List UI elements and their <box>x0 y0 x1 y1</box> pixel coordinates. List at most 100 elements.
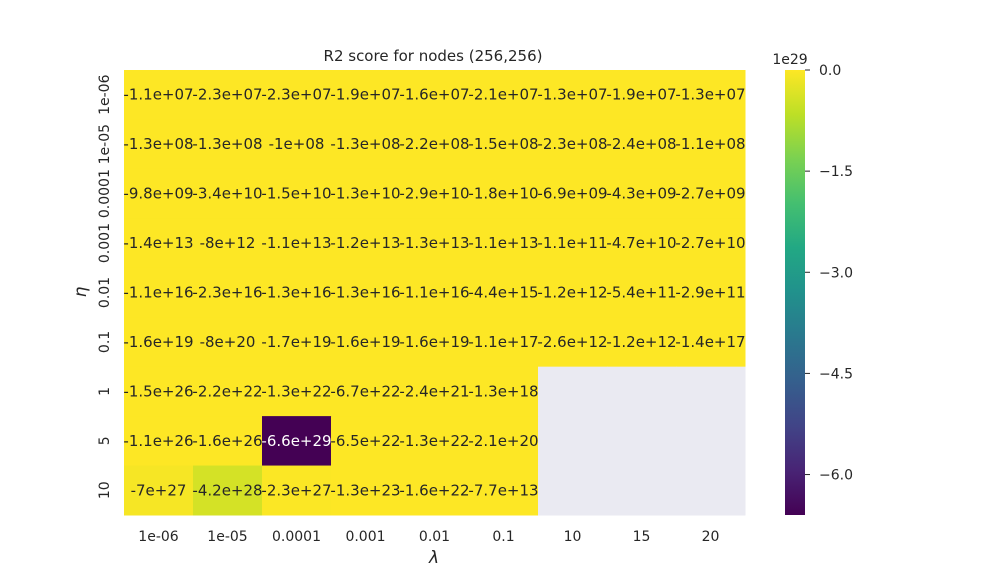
heatmap-cell <box>331 119 401 170</box>
heatmap-cell <box>538 465 608 516</box>
cell-annotation: -1.2e+12 <box>606 333 676 351</box>
cell-annotation: -9.8e+09 <box>123 185 193 203</box>
heatmap-cell <box>538 70 608 120</box>
heatmap-cell <box>607 119 677 170</box>
heatmap-cell <box>538 366 608 417</box>
heatmap-cell <box>124 119 194 170</box>
cell-annotation: -1.4e+17 <box>675 333 745 351</box>
colorbar-tick-label: −1.5 <box>819 164 853 180</box>
cell-annotation: -1.1e+11 <box>537 234 607 252</box>
x-tick-label: 0.1 <box>492 529 514 545</box>
heatmap-cells: -1.1e+07-2.3e+07-2.3e+07-1.9e+07-1.6e+07… <box>123 70 746 516</box>
cell-annotation: -1.5e+10 <box>261 185 331 203</box>
x-tick-label: 1e-06 <box>138 529 178 545</box>
cell-annotation: -2.2e+22 <box>192 382 262 400</box>
cell-annotation: -1.2e+13 <box>330 234 400 252</box>
cell-annotation: -1.3e+18 <box>468 382 538 400</box>
heatmap-cell <box>193 218 263 269</box>
y-tick-label: 0.01 <box>97 277 113 308</box>
x-tick-label: 1e-05 <box>207 529 247 545</box>
colorbar-tick-label: −6.0 <box>819 468 853 484</box>
colorbar-ticks: 0.0 −1.5 −3.0 −4.5 −6.0 <box>805 63 853 484</box>
heatmap-cell <box>124 317 194 368</box>
heatmap-cell <box>469 218 539 269</box>
heatmap-cell <box>262 317 332 368</box>
heatmap-cell <box>262 218 332 269</box>
y-tick-label: 0.1 <box>97 331 113 353</box>
cell-annotation: -2.1e+07 <box>468 86 538 104</box>
cell-annotation: -1.3e+16 <box>261 284 331 302</box>
y-axis-label: η <box>71 286 91 297</box>
cell-annotation: -1.3e+23 <box>330 481 400 499</box>
heatmap-cell <box>400 267 470 318</box>
heatmap-cell <box>193 119 263 170</box>
colorbar-tick-label: −3.0 <box>819 265 853 281</box>
cell-annotation: -1.3e+08 <box>123 135 193 153</box>
y-tick-label: 0.0001 <box>97 169 113 218</box>
cell-annotation: -2.2e+08 <box>399 135 469 153</box>
cell-annotation: -6.9e+09 <box>537 185 607 203</box>
cell-annotation: -2.9e+10 <box>399 185 469 203</box>
heatmap-cell <box>607 317 677 368</box>
heatmap-cell <box>538 218 608 269</box>
heatmap-cell <box>400 70 470 120</box>
chart-title: R2 score for nodes (256,256) <box>324 47 543 65</box>
heatmap-cell <box>400 416 470 467</box>
heatmap-cell <box>124 366 194 417</box>
cell-annotation: -7e+27 <box>131 481 187 499</box>
colorbar-multiplier: 1e29 <box>772 52 807 68</box>
y-tick-label: 1e-06 <box>97 74 113 114</box>
cell-annotation: -3.4e+10 <box>192 185 262 203</box>
heatmap-cell <box>607 218 677 269</box>
heatmap-cell <box>538 267 608 318</box>
colorbar-gradient <box>785 70 805 515</box>
cell-annotation: -1.6e+07 <box>399 86 469 104</box>
heatmap-cell <box>262 416 332 467</box>
cell-annotation: -6.7e+22 <box>330 382 400 400</box>
heatmap-cell <box>331 465 401 516</box>
cell-annotation: -1.1e+07 <box>123 86 193 104</box>
y-tick-label: 1e-05 <box>97 124 113 164</box>
heatmap-cell <box>331 317 401 368</box>
heatmap-cell <box>124 218 194 269</box>
heatmap-cell <box>124 416 194 467</box>
cell-annotation: -1.5e+08 <box>468 135 538 153</box>
heatmap-cell <box>331 366 401 417</box>
heatmap-cell <box>469 317 539 368</box>
heatmap-cell <box>331 168 401 219</box>
heatmap-cell <box>607 366 677 417</box>
heatmap-cell <box>193 168 263 219</box>
heatmap-cell <box>676 465 746 516</box>
colorbar-tick-label: 0.0 <box>819 63 841 79</box>
heatmap-cell <box>193 317 263 368</box>
cell-annotation: -1.3e+07 <box>675 86 745 104</box>
x-tick-label: 0.001 <box>345 529 385 545</box>
heatmap-cell <box>469 366 539 417</box>
heatmap-cell <box>538 416 608 467</box>
heatmap-cell <box>676 168 746 219</box>
y-tick-labels: 1e-06 1e-05 0.0001 0.001 0.01 0.1 1 5 10 <box>97 74 113 499</box>
cell-annotation: -1.2e+12 <box>537 284 607 302</box>
cell-annotation: -2.3e+07 <box>261 86 331 104</box>
cell-annotation: -1.1e+13 <box>261 234 331 252</box>
x-tick-label: 0.01 <box>419 529 450 545</box>
cell-annotation: -1.1e+08 <box>675 135 745 153</box>
heatmap-cell <box>676 366 746 417</box>
y-tick-label: 0.001 <box>97 223 113 263</box>
cell-annotation: -2.3e+08 <box>537 135 607 153</box>
cell-annotation: -1.1e+17 <box>468 333 538 351</box>
cell-annotation: -2.6e+12 <box>537 333 607 351</box>
heatmap-cell <box>400 119 470 170</box>
cell-annotation: -2.7e+09 <box>675 185 745 203</box>
heatmap-cell <box>607 267 677 318</box>
cell-annotation: -2.3e+16 <box>192 284 262 302</box>
cell-annotation: -1.3e+22 <box>261 382 331 400</box>
x-tick-label: 10 <box>564 529 582 545</box>
heatmap-cell <box>331 70 401 120</box>
heatmap-cell <box>400 317 470 368</box>
heatmap-cell <box>538 119 608 170</box>
cell-annotation: -6.5e+22 <box>330 432 400 450</box>
cell-annotation: -2.3e+27 <box>261 481 331 499</box>
cell-annotation: -1.6e+19 <box>330 333 400 351</box>
